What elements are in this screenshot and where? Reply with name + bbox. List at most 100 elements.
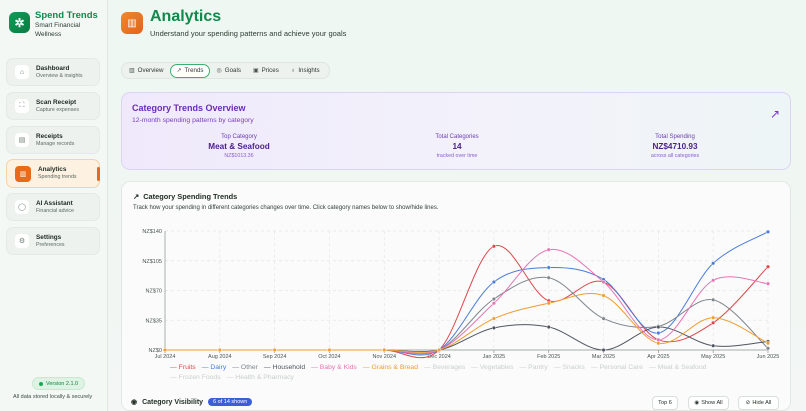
- legend-item-baby-kids[interactable]: — Baby & Kids: [311, 364, 357, 371]
- tab-label: Prices: [261, 67, 279, 74]
- sidebar-item-label: Scan Receipt: [36, 98, 77, 106]
- data-point-fruits: [711, 320, 716, 325]
- x-tick-label: Jan 2025: [483, 354, 506, 360]
- tab-label: Overview: [137, 67, 164, 74]
- sidebar-item-label: Analytics: [38, 166, 67, 173]
- gear-icon: ⚙: [15, 234, 29, 248]
- data-point-grains-bread: [491, 316, 496, 321]
- data-point-dairy: [656, 331, 661, 336]
- hide-all-button[interactable]: ⊘ Hide All: [738, 396, 779, 410]
- data-point-baby-kids: [766, 281, 771, 286]
- stat-note: tracked over time: [436, 153, 478, 159]
- legend-item-health-pharmacy[interactable]: — Health & Pharmacy: [226, 374, 294, 381]
- legend-item-fruits[interactable]: — Fruits: [170, 364, 196, 371]
- y-tick-label: NZ$35: [145, 318, 162, 324]
- legend-item-beverages[interactable]: — Beverages: [423, 364, 466, 371]
- data-point-other: [546, 275, 551, 280]
- x-tick-label: Sep 2024: [263, 354, 287, 360]
- data-point-baby-kids: [491, 301, 496, 306]
- x-tick-label: Feb 2025: [537, 354, 560, 360]
- stat-note: across all categories: [650, 153, 700, 159]
- stat-total-spending: Total Spending NZ$4710.93 across all cat…: [605, 134, 745, 159]
- legend-item-dairy[interactable]: — Dairy: [201, 364, 227, 371]
- legend-item-other[interactable]: — Other: [232, 364, 258, 371]
- tab-insights[interactable]: ♁ Insights: [286, 64, 325, 78]
- bar-chart-icon: ▥: [129, 68, 135, 74]
- sidebar-item-desc: Capture expenses: [36, 106, 79, 113]
- data-point-grains-bread: [601, 293, 606, 298]
- sidebar-item-label: Settings: [36, 233, 62, 241]
- sidebar-item-settings[interactable]: ⚙ Settings Preferences: [6, 227, 100, 255]
- visibility-count-badge: 6 of 14 shown: [208, 398, 253, 406]
- tab-overview[interactable]: ▥ Overview: [124, 64, 168, 78]
- data-point-household: [711, 343, 716, 348]
- overview-title: Category Trends Overview: [132, 103, 246, 113]
- page-title: Analytics: [150, 8, 222, 25]
- legend-item-household[interactable]: — Household: [263, 364, 306, 371]
- data-point-grains-bread: [217, 348, 222, 353]
- tab-label: Trends: [184, 67, 204, 74]
- tab-trends[interactable]: ↗ Trends: [170, 63, 210, 78]
- sparkle-icon: ✲: [9, 12, 30, 33]
- top-6-button[interactable]: Top 6: [652, 396, 678, 410]
- y-tick-label: NZ$140: [142, 229, 162, 235]
- legend-item-frozen-foods[interactable]: — Frozen Foods: [170, 374, 221, 381]
- data-point-grains-bread: [711, 315, 716, 320]
- scan-icon: ⛶: [15, 99, 29, 113]
- sidebar-item-dashboard[interactable]: ⌂ Dashboard Overview & insights: [6, 58, 100, 86]
- legend-item-personal-care[interactable]: — Personal Care: [590, 364, 643, 371]
- trends-card-title: ↗ Category Spending Trends: [133, 192, 237, 201]
- data-point-baby-kids: [546, 247, 551, 252]
- stat-label: Total Spending: [655, 134, 695, 140]
- data-point-other: [491, 297, 496, 302]
- trends-card-title-text: Category Spending Trends: [143, 192, 238, 201]
- sidebar-item-desc: Preferences: [36, 241, 65, 248]
- legend-item-vegetables[interactable]: — Vegetables: [471, 364, 514, 371]
- status-dot: [39, 381, 43, 386]
- data-point-grains-bread: [162, 348, 167, 353]
- tab-goals[interactable]: ◎ Goals: [212, 64, 246, 78]
- data-point-other: [601, 316, 606, 321]
- stat-value: Meat & Seafood: [208, 142, 270, 151]
- data-point-other: [766, 346, 771, 351]
- data-point-baby-kids: [711, 278, 716, 283]
- brand-subtitle: Smart Financial Wellness: [35, 22, 81, 38]
- data-point-household: [601, 348, 606, 353]
- chat-icon: ◯: [15, 200, 29, 214]
- bar-chart-icon: ▥: [15, 165, 31, 182]
- sidebar-item-desc: Overview & insights: [36, 72, 83, 79]
- receipt-icon: ▤: [15, 133, 29, 147]
- series-line-grains-bread: [165, 292, 769, 353]
- tag-icon: ▣: [252, 68, 259, 74]
- analytics-tabs: ▥ Overview ↗ Trends ◎ Goals ▣ Prices ♁ Insigh…: [121, 62, 330, 79]
- sidebar-item-ai-assistant[interactable]: ◯ AI Assistant Financial advice: [6, 193, 100, 221]
- legend-item-pantry[interactable]: — Pantry: [519, 364, 548, 371]
- data-point-household: [491, 325, 496, 330]
- data-point-dairy: [491, 280, 496, 285]
- tab-prices[interactable]: ▣ Prices: [248, 64, 284, 78]
- trend-up-icon: ↗: [133, 192, 140, 201]
- data-point-grains-bread: [437, 348, 442, 353]
- sidebar-item-desc: Financial advice: [36, 207, 74, 214]
- show-all-button[interactable]: ◉ Show All: [688, 396, 729, 410]
- x-tick-label: May 2025: [701, 354, 725, 360]
- legend-item-grains-bread[interactable]: — Grains & Bread: [362, 364, 418, 371]
- y-tick-label: NZ$70: [145, 289, 162, 295]
- version-badge: Version 2.1.0: [32, 377, 86, 390]
- lightbulb-icon: ♁: [290, 67, 296, 74]
- legend-item-snacks[interactable]: — Snacks: [553, 364, 585, 371]
- legend-item-meat-seafood[interactable]: — Meat & Seafood: [648, 364, 707, 371]
- home-icon: ⌂: [15, 65, 29, 79]
- x-tick-label: Aug 2024: [208, 354, 232, 360]
- data-point-grains-bread: [546, 301, 551, 306]
- data-point-grains-bread: [766, 341, 771, 346]
- sidebar-item-analytics[interactable]: ▥ Analytics Spending trends: [6, 159, 100, 188]
- category-visibility: ◉ Category Visibility 6 of 14 shown: [131, 398, 253, 406]
- sidebar-item-receipts[interactable]: ▤ Receipts Manage records: [6, 126, 100, 154]
- category-spending-trends-card: ↗ Category Spending Trends Track how you…: [121, 181, 791, 411]
- sidebar: ✲ Spend Trends Smart Financial Wellness …: [0, 0, 108, 411]
- tab-label: Insights: [298, 67, 320, 74]
- sidebar-item-scan-receipt[interactable]: ⛶ Scan Receipt Capture expenses: [6, 92, 100, 120]
- tab-label: Goals: [224, 67, 241, 74]
- x-tick-label: Dec 2024: [427, 354, 451, 360]
